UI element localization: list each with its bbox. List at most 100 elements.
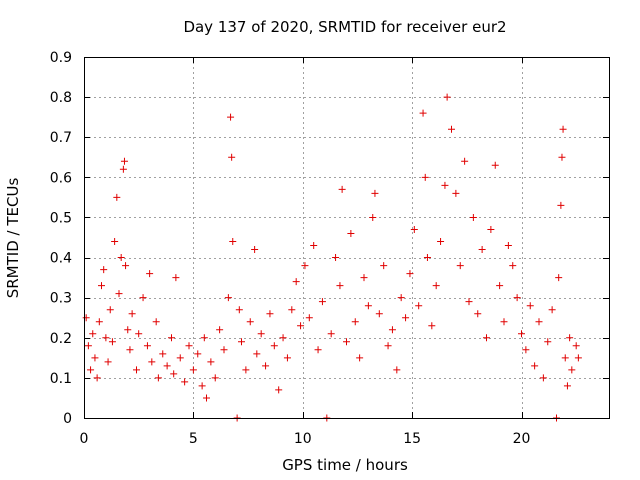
- data-point: [117, 254, 125, 262]
- data-point: [441, 181, 449, 189]
- data-point: [98, 282, 105, 290]
- data-point: [163, 362, 171, 370]
- data-point: [159, 350, 167, 358]
- data-point: [154, 374, 162, 382]
- data-point: [419, 109, 427, 117]
- data-point: [314, 346, 322, 354]
- data-point: [380, 262, 388, 270]
- data-point: [146, 270, 154, 278]
- data-point: [216, 326, 224, 334]
- data-point: [559, 125, 567, 133]
- data-point: [228, 153, 236, 161]
- data-point: [402, 314, 410, 322]
- data-point: [509, 262, 517, 270]
- data-point: [235, 306, 243, 314]
- data-point: [487, 225, 495, 233]
- data-point: [203, 394, 210, 402]
- data-point: [526, 302, 534, 310]
- axis-ticks: 0 0.1 0.2 0.3 0.4 0.5 0.6 0.7 0.8 0.9 0 5 10 15 20: [50, 50, 609, 447]
- data-point: [535, 318, 543, 326]
- y-tick-label: 0.6: [50, 170, 72, 186]
- data-point: [478, 246, 486, 254]
- data-point: [369, 213, 377, 221]
- data-point: [124, 326, 132, 334]
- data-point: [238, 338, 245, 346]
- data-point: [148, 358, 156, 366]
- data-point: [113, 193, 121, 201]
- data-point: [491, 161, 499, 169]
- data-point: [242, 366, 250, 374]
- y-tick-label: 0.5: [50, 210, 72, 226]
- data-point: [539, 374, 547, 382]
- data-point: [262, 362, 270, 370]
- data-point: [111, 238, 119, 246]
- y-tick-label: 0.8: [50, 90, 72, 106]
- data-point: [397, 294, 405, 302]
- data-point: [557, 201, 565, 209]
- data-point: [176, 354, 184, 362]
- y-tick-label: 0.3: [50, 291, 72, 307]
- data-point: [428, 322, 436, 330]
- data-point: [128, 310, 136, 318]
- data-point: [266, 310, 274, 318]
- data-point: [548, 306, 556, 314]
- data-point: [257, 330, 265, 338]
- data-point: [384, 342, 392, 350]
- data-point: [207, 358, 215, 366]
- data-point: [168, 334, 175, 342]
- data-point: [410, 225, 418, 233]
- data-point: [279, 334, 287, 342]
- data-point: [496, 282, 504, 290]
- data-point: [343, 338, 350, 346]
- data-point: [139, 294, 147, 302]
- data-point: [443, 93, 451, 101]
- data-point: [469, 213, 477, 221]
- data-point: [522, 346, 530, 354]
- x-tick-label: 5: [189, 431, 198, 447]
- data-point: [568, 366, 576, 374]
- data-point: [566, 334, 574, 342]
- data-point: [288, 306, 296, 314]
- data-point: [275, 386, 283, 394]
- x-tick-label: 10: [294, 431, 312, 447]
- plot-frame: [84, 57, 610, 419]
- y-tick-label: 0.4: [50, 251, 72, 267]
- data-point: [229, 238, 237, 246]
- data-point: [452, 189, 460, 197]
- data-point: [531, 362, 539, 370]
- data-point: [356, 354, 364, 362]
- x-axis-label: GPS time / hours: [282, 456, 408, 474]
- y-tick-label: 0.2: [50, 331, 72, 347]
- data-point: [332, 254, 340, 262]
- data-point: [87, 366, 95, 374]
- data-point: [338, 185, 346, 193]
- data-point: [461, 157, 469, 165]
- gridlines: [84, 57, 609, 418]
- data-point: [513, 294, 521, 302]
- data-point: [82, 314, 90, 322]
- data-point: [483, 334, 490, 342]
- data-point: [253, 350, 261, 358]
- data-point: [327, 330, 335, 338]
- data-point: [181, 378, 189, 386]
- data-point: [563, 382, 571, 390]
- data-point: [544, 338, 552, 346]
- data-point: [89, 330, 97, 338]
- data-point: [194, 350, 202, 358]
- data-point: [115, 290, 123, 298]
- data-point: [301, 262, 309, 270]
- data-point: [375, 310, 383, 318]
- data-point: [555, 274, 563, 282]
- data-point: [364, 302, 372, 310]
- data-point: [126, 346, 134, 354]
- data-point: [93, 374, 101, 382]
- data-point: [432, 282, 440, 290]
- data-point: [423, 254, 431, 262]
- data-point: [211, 374, 219, 382]
- data-point: [122, 262, 130, 270]
- x-tick-label: 15: [403, 431, 421, 447]
- data-point: [84, 342, 92, 350]
- chart-title: Day 137 of 2020, SRMTID for receiver eur…: [183, 18, 506, 36]
- data-point: [393, 366, 401, 374]
